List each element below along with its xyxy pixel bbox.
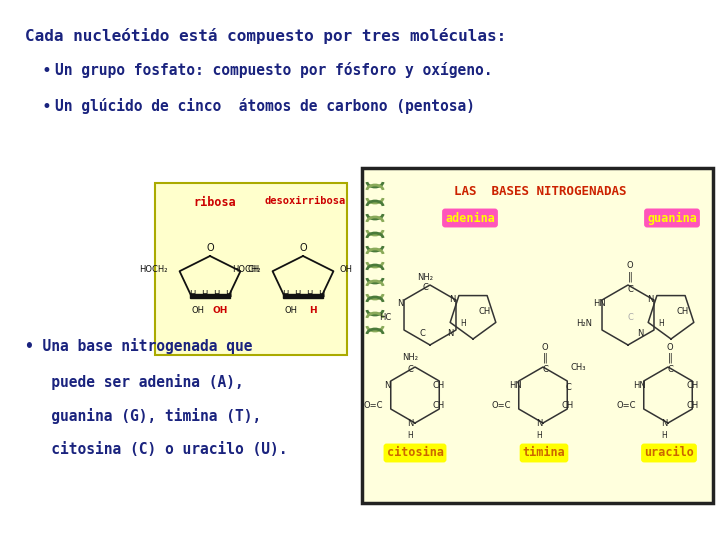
Text: N: N	[447, 328, 453, 338]
Text: H: H	[460, 319, 466, 327]
Text: citosina: citosina	[387, 447, 444, 460]
Text: H: H	[201, 290, 207, 299]
Text: C: C	[422, 282, 428, 292]
Text: Un glúcido de cinco  átomos de carbono (pentosa): Un glúcido de cinco átomos de carbono (p…	[55, 98, 475, 114]
Text: N: N	[407, 418, 413, 428]
Text: N: N	[661, 418, 667, 428]
Text: H: H	[318, 290, 324, 299]
Text: OH: OH	[340, 266, 353, 274]
Text: HN: HN	[508, 381, 521, 389]
Bar	[155, 183, 347, 355]
Polygon shape	[283, 294, 323, 298]
Text: citosina (C) o uracilo (U).: citosina (C) o uracilo (U).	[25, 442, 287, 457]
Text: LAS  BASES NITROGENADAS: LAS BASES NITROGENADAS	[454, 185, 626, 198]
Text: CH: CH	[433, 381, 445, 389]
Text: C: C	[627, 314, 633, 322]
Text: O=C: O=C	[491, 401, 510, 409]
Text: Un grupo fosfato: compuesto por fósforo y oxígeno.: Un grupo fosfato: compuesto por fósforo …	[55, 62, 492, 78]
Text: CH: CH	[677, 307, 689, 316]
Text: N: N	[384, 381, 390, 389]
Text: HN: HN	[593, 299, 606, 307]
Text: HN: HN	[634, 381, 647, 389]
Text: ‖: ‖	[667, 353, 672, 363]
Text: H: H	[282, 290, 288, 299]
Text: CH: CH	[562, 401, 574, 409]
Text: C: C	[565, 382, 571, 392]
Text: O=C: O=C	[364, 401, 383, 409]
Text: O: O	[667, 342, 673, 352]
Text: H: H	[309, 306, 317, 315]
Text: HOCH₂: HOCH₂	[140, 266, 168, 274]
Text: C: C	[667, 366, 673, 375]
Text: guanina (G), timina (T),: guanina (G), timina (T),	[25, 408, 261, 424]
Text: timina: timina	[523, 447, 565, 460]
Text: O: O	[300, 243, 307, 253]
Text: N: N	[647, 295, 653, 305]
Text: CH: CH	[479, 307, 491, 316]
Text: NH₂: NH₂	[402, 353, 418, 361]
Text: Cada nucleótido está compuesto por tres moléculas:: Cada nucleótido está compuesto por tres …	[25, 28, 506, 44]
Text: ribosa: ribosa	[194, 196, 236, 209]
Bar	[362, 168, 713, 503]
Text: H: H	[294, 290, 300, 299]
Text: guanina: guanina	[647, 212, 697, 225]
Text: C: C	[542, 366, 548, 375]
Text: H: H	[536, 430, 542, 440]
Polygon shape	[190, 294, 230, 298]
Text: adenina: adenina	[445, 212, 495, 225]
Text: H: H	[407, 430, 413, 440]
Text: H: H	[225, 290, 231, 299]
Text: N: N	[449, 295, 455, 305]
Text: H: H	[658, 319, 664, 327]
Text: O: O	[541, 342, 549, 352]
Text: CH₃: CH₃	[570, 362, 586, 372]
Text: • Una base nitrogenada que: • Una base nitrogenada que	[25, 338, 253, 354]
Text: •: •	[42, 62, 52, 80]
Text: N: N	[636, 328, 643, 338]
Text: H: H	[189, 290, 195, 299]
Text: ‖: ‖	[628, 272, 632, 282]
Text: O: O	[206, 243, 214, 253]
Text: CH: CH	[433, 401, 445, 409]
Text: OH: OH	[284, 306, 297, 315]
Text: C: C	[419, 328, 425, 338]
Text: C: C	[627, 285, 633, 294]
Text: HC: HC	[379, 314, 391, 322]
Text: H: H	[213, 290, 219, 299]
Text: H₂N: H₂N	[576, 319, 592, 327]
Text: N: N	[397, 299, 403, 307]
Text: CH: CH	[247, 266, 259, 274]
Text: O=C: O=C	[616, 401, 636, 409]
Text: C: C	[407, 364, 413, 374]
Text: CH: CH	[687, 381, 699, 389]
Text: OH: OH	[192, 306, 204, 315]
Text: OH: OH	[212, 306, 228, 315]
Text: HOCH₂: HOCH₂	[233, 266, 261, 274]
Text: H: H	[306, 290, 312, 299]
Text: desoxirribosa: desoxirribosa	[264, 196, 346, 206]
Text: O: O	[626, 260, 634, 269]
Text: H: H	[661, 430, 667, 440]
Text: puede ser adenina (A),: puede ser adenina (A),	[25, 374, 244, 390]
Text: NH₂: NH₂	[417, 273, 433, 281]
Text: CH: CH	[687, 401, 699, 409]
Text: uracilo: uracilo	[644, 447, 694, 460]
Text: •: •	[42, 98, 52, 116]
Text: N: N	[536, 418, 542, 428]
Text: ‖: ‖	[543, 353, 547, 363]
